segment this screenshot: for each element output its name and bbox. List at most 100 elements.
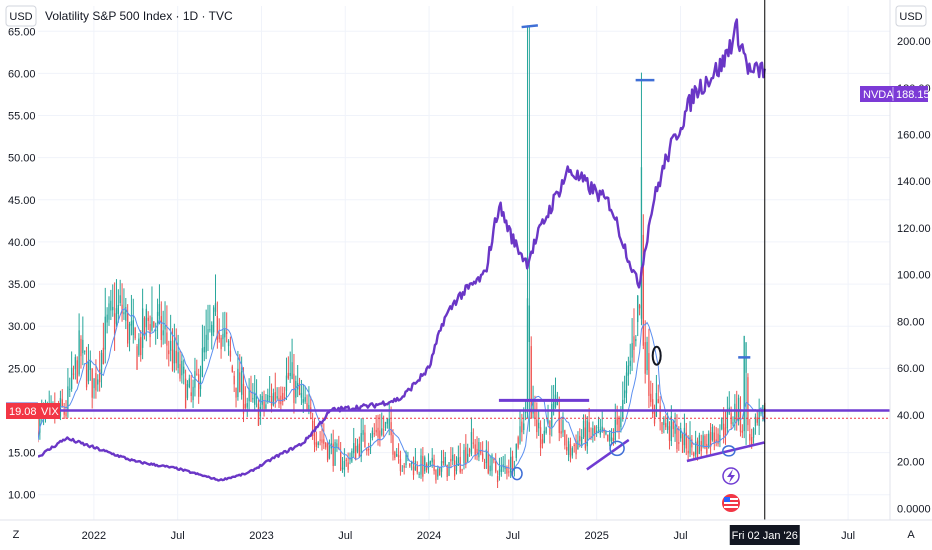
auto-scale-toggle[interactable]: A xyxy=(907,529,915,541)
horizontal-level-line[interactable] xyxy=(38,409,890,419)
vix-candle xyxy=(130,321,133,326)
vix-candle xyxy=(255,395,258,399)
circle-marker xyxy=(511,466,523,481)
vix-candle xyxy=(751,437,753,445)
vix-candle xyxy=(269,396,271,398)
vix-candle xyxy=(493,459,495,461)
vix-candle xyxy=(145,308,148,328)
vix-candle xyxy=(530,346,532,418)
vix-candle xyxy=(351,450,353,462)
vix-candle xyxy=(446,464,448,478)
vix-candle xyxy=(233,375,235,385)
left-tick-label: 35.00 xyxy=(8,279,36,291)
log-scale-toggle[interactable]: Z xyxy=(13,529,20,541)
vix-candle xyxy=(190,392,192,397)
vix-candle xyxy=(69,388,71,390)
vix-candle xyxy=(78,330,80,375)
vix-candle xyxy=(283,397,286,399)
nvda-line xyxy=(37,18,766,482)
vix-candle xyxy=(80,338,82,357)
vix-candle xyxy=(160,316,162,340)
right-tick-label: 140.00 xyxy=(897,176,931,188)
vix-candle xyxy=(394,452,396,458)
vix-candle xyxy=(276,396,278,399)
vix-candle xyxy=(125,307,127,321)
left-axis-panel[interactable] xyxy=(0,0,38,520)
chart-title: Volatility S&P 500 Index · 1D · TVC xyxy=(45,9,233,23)
nvda-symbol-text: NVDA xyxy=(863,89,894,101)
right-currency-button[interactable] xyxy=(895,5,927,27)
vix-candle xyxy=(298,384,301,395)
vix-candle xyxy=(106,314,108,323)
right-tick-label: 40.00 xyxy=(897,410,925,422)
drawings xyxy=(498,24,765,481)
vix-candle xyxy=(382,429,385,431)
vix-candle xyxy=(743,335,745,432)
vix-candle xyxy=(685,432,687,449)
time-tick-label: Jul xyxy=(841,530,855,542)
vix-candle xyxy=(209,329,211,331)
vix-candle xyxy=(584,427,587,449)
right-axis-panel[interactable] xyxy=(890,0,932,520)
lightning-icon[interactable] xyxy=(722,467,740,485)
vix-candle xyxy=(646,341,648,371)
vix-candle xyxy=(536,419,538,433)
vix-candle xyxy=(248,388,250,402)
left-tick-label: 15.00 xyxy=(8,448,36,460)
left-currency-label: USD xyxy=(9,11,32,23)
left-currency-button[interactable] xyxy=(5,5,37,27)
vix-moving-average xyxy=(37,308,766,471)
vix-candle xyxy=(539,427,542,448)
vix-candle xyxy=(414,460,417,471)
vix-candle xyxy=(532,400,534,414)
left-tick-label: 40.00 xyxy=(8,237,36,249)
vix-candle xyxy=(455,464,458,472)
vix-candle xyxy=(723,423,725,437)
vix-candle xyxy=(424,457,426,472)
left-tick-label: 25.00 xyxy=(8,363,36,375)
vix-candle xyxy=(300,392,303,398)
vix-candle xyxy=(117,305,119,314)
circle-marker xyxy=(722,445,736,457)
vix-candle xyxy=(616,417,618,425)
vix-candle xyxy=(528,305,531,342)
vix-candle xyxy=(734,403,736,422)
vix-candle xyxy=(631,343,633,358)
vix-candle xyxy=(470,432,473,455)
vix-candle xyxy=(311,420,314,436)
vix-candle xyxy=(184,378,187,409)
vix-candle xyxy=(702,435,704,447)
vix-candle xyxy=(95,373,97,391)
vix-candle xyxy=(612,438,615,442)
left-tick-label: 60.00 xyxy=(8,68,36,80)
vix-candle xyxy=(627,365,630,376)
vix-candle xyxy=(332,443,334,466)
vix-candle xyxy=(244,403,247,409)
vix-candle xyxy=(489,465,491,472)
vix-candle xyxy=(444,456,446,466)
vix-candle xyxy=(246,403,248,408)
vix-candle xyxy=(448,462,450,476)
vix-candle xyxy=(724,427,727,436)
vix-candle xyxy=(140,337,142,356)
vix-candle xyxy=(203,346,205,353)
vix-candle xyxy=(487,453,489,474)
vix-candle xyxy=(736,410,738,422)
vix-candle xyxy=(237,368,239,398)
vix-candle xyxy=(521,421,523,433)
vix-candle xyxy=(749,434,751,441)
vix-candle xyxy=(562,420,564,433)
vix-candle xyxy=(70,367,73,389)
us-flag-icon[interactable] xyxy=(722,494,740,512)
spike-top-mark xyxy=(521,24,539,29)
vix-candle xyxy=(302,399,304,403)
vix-candle xyxy=(582,420,585,438)
vix-candle xyxy=(465,447,467,465)
vix-candle xyxy=(201,348,204,377)
vix-candle xyxy=(625,372,628,394)
vix-candle xyxy=(657,399,659,404)
vix-candle xyxy=(401,470,403,472)
vix-candle xyxy=(164,325,166,330)
vix-candle xyxy=(485,449,488,464)
